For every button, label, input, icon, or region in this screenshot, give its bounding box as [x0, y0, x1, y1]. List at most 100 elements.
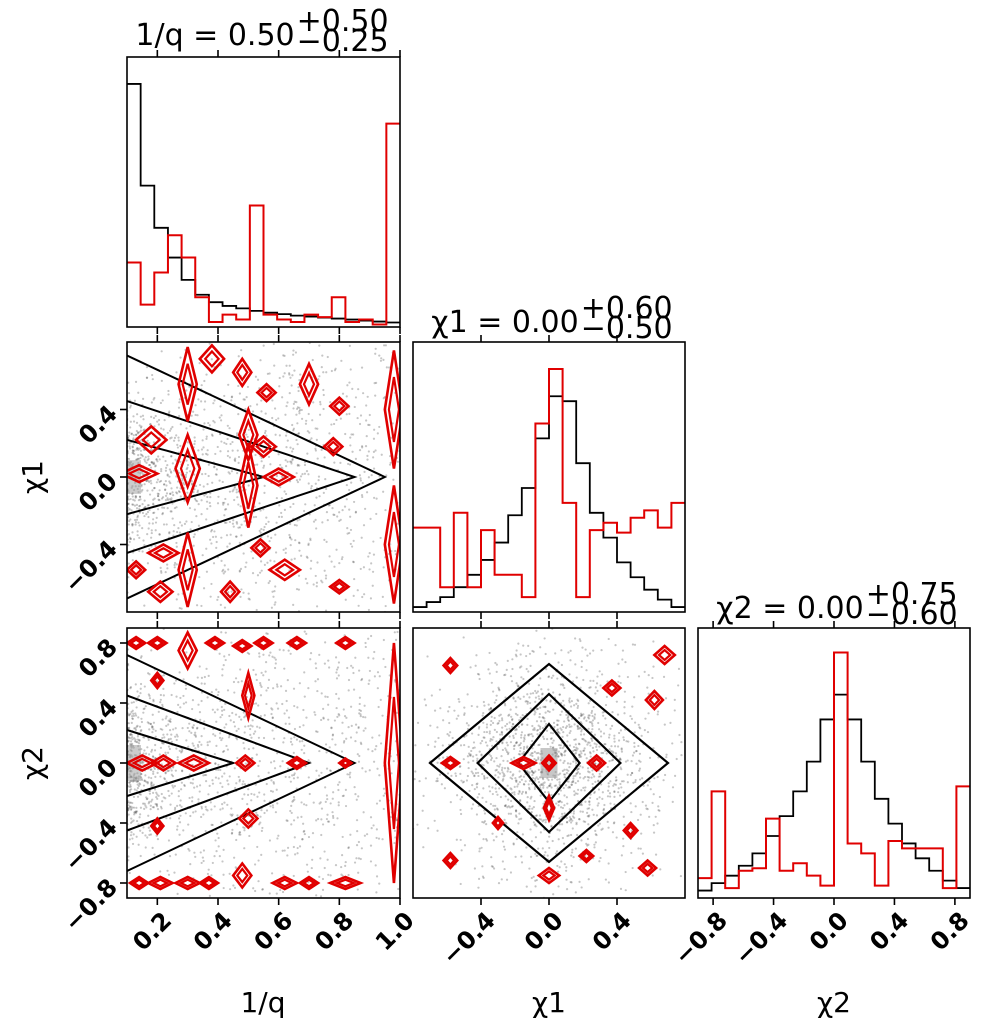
scatter-point — [218, 855, 221, 858]
scatter-point — [583, 753, 587, 756]
scatter-point — [151, 461, 154, 464]
scatter-point — [580, 660, 584, 663]
scatter-point — [200, 682, 203, 685]
scatter-point — [230, 814, 233, 817]
scatter-point — [598, 728, 601, 731]
scatter-point — [613, 740, 616, 743]
scatter-point — [142, 429, 145, 432]
scatter-point — [205, 437, 208, 440]
scatter-point — [593, 790, 596, 793]
scatter-point — [127, 739, 130, 742]
scatter-point — [221, 713, 224, 717]
scatter-point — [158, 533, 161, 536]
scatter-point — [557, 870, 560, 873]
scatter-point — [217, 836, 220, 840]
scatter-point — [477, 774, 480, 778]
scatter-point — [643, 670, 646, 673]
scatter-point — [563, 704, 566, 707]
scatter-point — [326, 858, 329, 861]
scatter-point — [476, 705, 479, 708]
scatter-point — [358, 669, 361, 672]
scatter-point — [591, 808, 594, 811]
scatter-point — [335, 692, 338, 696]
scatter-point — [178, 531, 182, 534]
scatter-point — [198, 711, 202, 714]
scatter-point — [552, 893, 555, 896]
scatter-point — [359, 477, 362, 480]
scatter-point — [481, 714, 484, 717]
scatter-point — [535, 629, 538, 632]
scatter-point — [309, 538, 312, 542]
scatter-point — [538, 776, 542, 779]
scatter-point — [217, 690, 220, 694]
scatter-point — [321, 521, 324, 524]
scatter-point — [207, 421, 210, 425]
scatter-point — [465, 779, 469, 782]
scatter-point — [367, 682, 370, 685]
scatter-point — [358, 474, 362, 477]
scatter-point — [257, 420, 261, 424]
scatter-point — [134, 714, 138, 717]
scatter-point — [278, 515, 281, 518]
scatter-point — [531, 770, 534, 774]
scatter-point — [337, 661, 341, 664]
scatter-point — [211, 782, 215, 785]
scatter-point — [430, 694, 433, 697]
scatter-point — [269, 651, 272, 654]
posterior-contour — [267, 558, 303, 582]
scatter-point — [222, 848, 225, 851]
scatter-point — [259, 815, 262, 818]
scatter-point — [287, 649, 290, 652]
scatter-point — [198, 575, 201, 579]
posterior-contour — [657, 648, 672, 662]
scatter-point — [157, 492, 160, 496]
scatter-point — [593, 843, 596, 846]
scatter-point — [290, 737, 293, 740]
scatter-point — [139, 426, 143, 429]
scatter-point — [507, 768, 510, 771]
scatter-point — [577, 767, 580, 770]
scatter-point — [613, 790, 616, 794]
scatter-point — [588, 741, 591, 744]
scatter-point — [597, 788, 601, 791]
scatter-point — [155, 796, 158, 799]
scatter-point — [272, 342, 275, 346]
scatter-point — [349, 771, 352, 774]
scatter-point — [482, 876, 485, 879]
scatter-point — [349, 515, 352, 518]
scatter-point — [652, 831, 656, 834]
scatter-point — [310, 485, 313, 488]
scatter-point — [459, 765, 462, 768]
scatter-point — [580, 789, 583, 792]
scatter-point — [512, 734, 515, 737]
scatter-point — [540, 783, 543, 786]
scatter-point — [165, 523, 168, 526]
scatter-point — [529, 855, 533, 858]
scatter-point — [258, 823, 261, 826]
scatter-point — [135, 780, 138, 783]
scatter-point — [280, 497, 283, 500]
scatter-point — [571, 848, 574, 851]
scatter-point — [494, 769, 497, 772]
scatter-point — [143, 802, 146, 805]
scatter-point — [507, 751, 510, 754]
scatter-point — [340, 873, 343, 876]
scatter-point — [298, 408, 302, 412]
scatter-point — [282, 649, 285, 652]
scatter-point — [607, 862, 610, 865]
scatter-point — [442, 719, 445, 722]
scatter-point — [513, 793, 516, 796]
scatter-point — [564, 749, 567, 752]
scatter-point — [540, 818, 543, 821]
scatter-point — [354, 740, 357, 743]
scatter-point — [217, 495, 220, 498]
scatter-point — [208, 342, 211, 345]
scatter-point — [130, 807, 133, 810]
scatter-point — [256, 795, 259, 798]
scatter-point — [328, 555, 331, 558]
scatter-point — [671, 786, 675, 789]
scatter-point — [341, 508, 344, 512]
scatter-point — [318, 875, 321, 878]
scatter-point — [138, 725, 142, 728]
scatter-point — [155, 803, 158, 807]
